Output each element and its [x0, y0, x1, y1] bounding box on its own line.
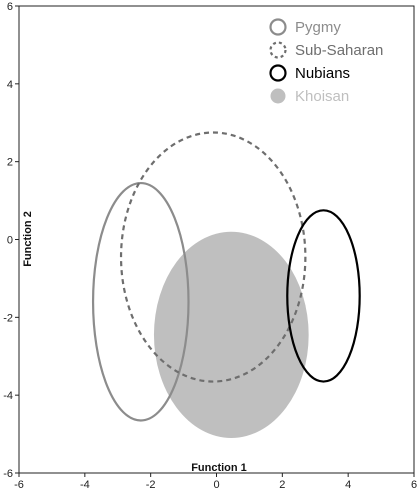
y-tick-label: 0 [7, 235, 13, 247]
x-tick-label: 6 [411, 479, 417, 491]
khoisan-ellipse [153, 231, 309, 438]
x-tick-label: 2 [279, 479, 285, 491]
legend-marker-sub-saharan [269, 41, 287, 59]
y-axis-title: Function 2 [22, 211, 34, 267]
x-tick-label: -4 [80, 479, 90, 491]
sub-saharan-ellipse [119, 131, 307, 383]
legend-label-khoisan: Khoisan [295, 88, 349, 105]
plot-area [91, 131, 361, 438]
y-tick-label: 6 [7, 1, 13, 13]
y-tick-label: -2 [3, 312, 13, 324]
legend-label-pygmy: Pygmy [295, 19, 341, 36]
x-tick-label: 0 [213, 479, 219, 491]
x-tick-label: 4 [345, 479, 351, 491]
pygmy-ellipse [91, 181, 190, 422]
legend-marker-khoisan [270, 88, 286, 104]
legend-label-nubians: Nubians [295, 65, 350, 82]
nubians-ellipse [286, 209, 361, 383]
axes: -6 -4 -2 0 2 4 6 -6 -4 -2 0 2 4 6 [3, 1, 417, 491]
y-tick-label: 2 [7, 157, 13, 169]
x-axis-title: Function 1 [191, 462, 247, 474]
legend-label-sub-saharan: Sub-Saharan [295, 42, 383, 59]
y-tick-label: -6 [3, 468, 13, 480]
legend: Pygmy Sub-Saharan Nubians Khoisan [269, 18, 383, 105]
legend-marker-nubians [269, 64, 287, 82]
legend-marker-pygmy [269, 18, 287, 36]
y-tick-label: 4 [7, 79, 13, 91]
x-tick-label: -2 [146, 479, 156, 491]
x-tick-label: -6 [14, 479, 24, 491]
y-tick-label: -4 [3, 390, 13, 402]
